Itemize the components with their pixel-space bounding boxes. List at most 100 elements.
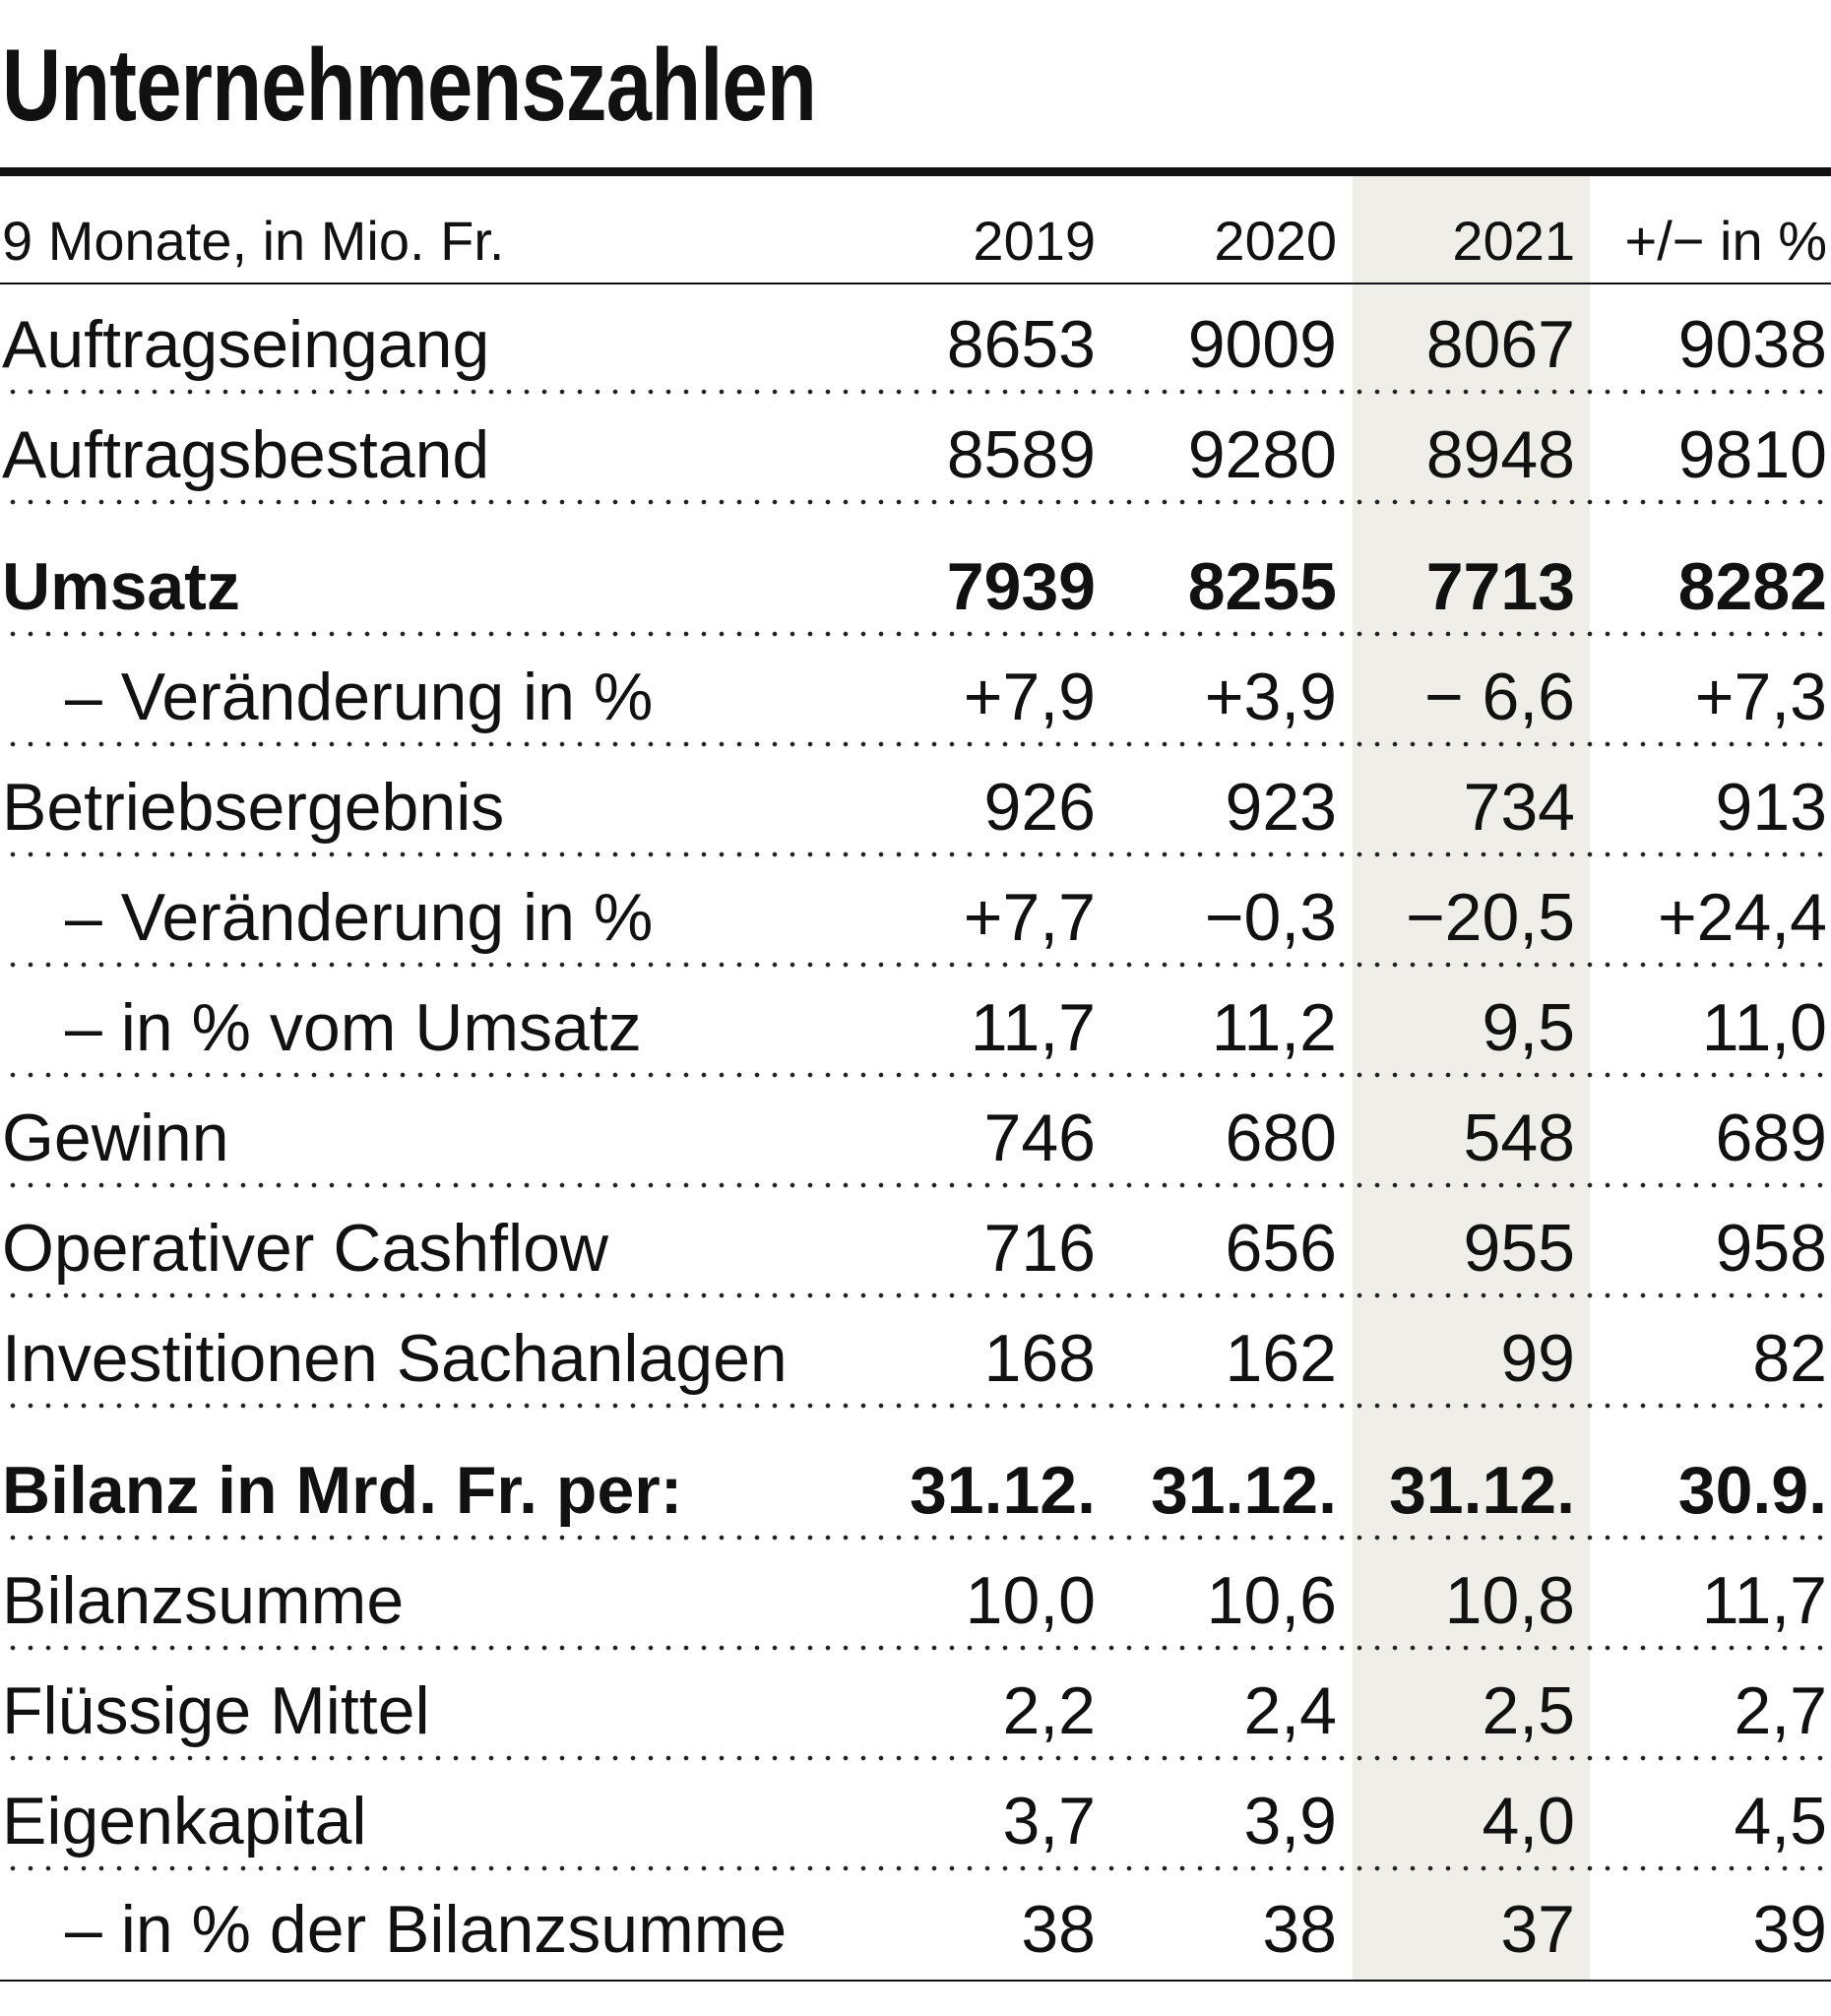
cell-value: +7,9 (963, 660, 1096, 734)
cell-value: − 6,6 (1423, 660, 1575, 734)
cell-value: +7,3 (1694, 660, 1827, 734)
table-row: Betriebsergebnis 926 923 734 913 (0, 747, 1831, 857)
cell-value: −20,5 (1405, 880, 1575, 955)
title-rule (0, 167, 1831, 176)
row-label: – Veränderung in % (65, 880, 654, 955)
table-row: Eigenkapital 3,7 3,9 4,0 4,5 (0, 1761, 1831, 1871)
row-label: Auftragseingang (2, 307, 490, 382)
cell-value: 548 (1463, 1101, 1575, 1175)
row-label: Bilanz in Mrd. Fr. per: (2, 1453, 683, 1528)
table-row: Bilanzsumme 10,0 10,6 10,8 11,7 (0, 1541, 1831, 1651)
column-header: 2020 (1214, 210, 1337, 272)
cell-value: 8589 (946, 417, 1096, 492)
row-label: – in % vom Umsatz (65, 990, 642, 1065)
cell-value: 38 (1021, 1892, 1096, 1967)
cell-value: 9009 (1187, 307, 1337, 382)
cell-value: 9,5 (1482, 990, 1575, 1065)
cell-value: +3,9 (1204, 660, 1337, 734)
row-label: Investitionen Sachanlagen (2, 1321, 788, 1396)
cell-value: 162 (1225, 1321, 1337, 1396)
cell-value: 31.12. (1150, 1453, 1337, 1528)
table: 9 Monate, in Mio. Fr. 2019 2020 2021 +/− in … (0, 176, 1831, 1982)
cell-value: 11,7 (1701, 1563, 1827, 1638)
row-label: Gewinn (2, 1101, 229, 1175)
cell-value: 955 (1463, 1211, 1575, 1286)
cell-value: 2,2 (1002, 1673, 1096, 1748)
column-header: 2019 (973, 210, 1096, 272)
cell-value: 680 (1225, 1101, 1337, 1175)
cell-value: 7939 (946, 549, 1096, 624)
column-header: 9 Monate, in Mio. Fr. (2, 210, 505, 272)
cell-value: 99 (1500, 1321, 1575, 1396)
cell-value: 913 (1715, 770, 1827, 845)
header-row: 9 Monate, in Mio. Fr. 2019 2020 2021 +/− in … (0, 176, 1831, 284)
cell-value: 2,5 (1482, 1673, 1575, 1748)
row-label: – in % der Bilanzsumme (65, 1892, 788, 1967)
cell-value: 926 (983, 770, 1096, 845)
table-row: Bilanz in Mrd. Fr. per: 31.12. 31.12. 31.12… (0, 1409, 1831, 1541)
row-label: Umsatz (2, 549, 240, 624)
cell-value: 9038 (1677, 307, 1827, 382)
cell-value: 11,0 (1701, 990, 1827, 1065)
cell-value: 82 (1752, 1321, 1827, 1396)
table-row: Auftragsbestand 8589 9280 8948 9810 (0, 395, 1831, 505)
row-label: Flüssige Mittel (2, 1673, 430, 1748)
cell-value: 4,0 (1482, 1784, 1575, 1858)
cell-value: 7713 (1425, 549, 1575, 624)
cell-value: 11,2 (1211, 990, 1337, 1065)
cell-value: 3,9 (1243, 1784, 1337, 1858)
cell-value: 8255 (1187, 549, 1337, 624)
title: Unternehmenszahlen (2, 29, 817, 143)
table-row: Flüssige Mittel 2,2 2,4 2,5 2,7 (0, 1651, 1831, 1761)
row-label: Auftragsbestand (2, 417, 490, 492)
cell-value: 734 (1463, 770, 1575, 845)
table-row: – Veränderung in % +7,7 −0,3 −20,5 +24,4 (0, 857, 1831, 968)
cell-value: +24,4 (1657, 880, 1827, 955)
row-label: Bilanzsumme (2, 1563, 405, 1638)
cell-value: 168 (983, 1321, 1096, 1396)
table-row: Gewinn 746 680 548 689 (0, 1078, 1831, 1188)
cell-value: 656 (1225, 1211, 1337, 1286)
cell-value: 689 (1715, 1101, 1827, 1175)
column-header: 2021 (1452, 210, 1575, 272)
cell-value: 958 (1715, 1211, 1827, 1286)
cell-value: 923 (1225, 770, 1337, 845)
cell-value: 8948 (1425, 417, 1575, 492)
cell-value: 2,4 (1243, 1673, 1337, 1748)
cell-value: 2,7 (1734, 1673, 1827, 1748)
cell-value: 38 (1262, 1892, 1337, 1967)
cell-value: 11,7 (970, 990, 1096, 1065)
table-row: Auftragseingang 8653 9009 8067 9038 (0, 284, 1831, 395)
table-row: Operativer Cashflow 716 656 955 958 (0, 1188, 1831, 1298)
cell-value: +7,7 (963, 880, 1096, 955)
cell-value: 37 (1500, 1892, 1575, 1967)
row-label: Operativer Cashflow (2, 1211, 609, 1286)
cell-value: 716 (983, 1211, 1096, 1286)
row-label: Eigenkapital (2, 1784, 367, 1858)
table-row: Umsatz 7939 8255 7713 8282 (0, 505, 1831, 637)
cell-value: 9810 (1677, 417, 1827, 492)
row-label: Betriebsergebnis (2, 770, 505, 845)
cell-value: 10,6 (1206, 1563, 1337, 1638)
cell-value: 30.9. (1677, 1453, 1827, 1528)
cell-value: 10,8 (1444, 1563, 1575, 1638)
row-label: – Veränderung in % (65, 660, 654, 734)
cell-value: 4,5 (1734, 1784, 1827, 1858)
column-header: +/− in % (1624, 210, 1827, 272)
cell-value: 39 (1752, 1892, 1827, 1967)
cell-value: 8067 (1425, 307, 1575, 382)
cell-value: 746 (983, 1101, 1096, 1175)
cell-value: 31.12. (1388, 1453, 1575, 1528)
cell-value: 3,7 (1002, 1784, 1096, 1858)
cell-value: 9280 (1187, 417, 1337, 492)
table-row: – in % vom Umsatz 11,7 11,2 9,5 11,0 (0, 968, 1831, 1078)
cell-value: 31.12. (909, 1453, 1096, 1528)
table-row: – Veränderung in % +7,9 +3,9 − 6,6 +7,3 (0, 637, 1831, 747)
table-row: Investitionen Sachanlagen 168 162 99 82 (0, 1298, 1831, 1409)
table-row: – in % der Bilanzsumme 38 38 37 39 (0, 1871, 1831, 1982)
cell-value: 8653 (946, 307, 1096, 382)
cell-value: −0,3 (1204, 880, 1337, 955)
cell-value: 8282 (1677, 549, 1827, 624)
cell-value: 10,0 (965, 1563, 1096, 1638)
